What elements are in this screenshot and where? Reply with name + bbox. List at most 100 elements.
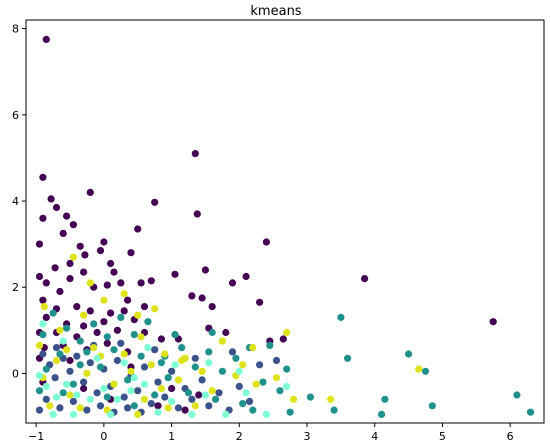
scatter-point bbox=[59, 389, 67, 397]
scatter-point bbox=[42, 313, 50, 321]
scatter-point bbox=[83, 348, 91, 356]
scatter-point bbox=[239, 361, 247, 369]
scatter-point bbox=[90, 344, 98, 352]
scatter-point bbox=[110, 268, 118, 276]
scatter-point bbox=[144, 344, 152, 352]
scatter-point bbox=[124, 404, 132, 412]
scatter-point bbox=[283, 365, 291, 373]
scatter-point bbox=[191, 363, 199, 371]
scatter-point bbox=[113, 356, 121, 365]
y-tick-label: 4 bbox=[12, 195, 19, 208]
scatter-point bbox=[198, 294, 206, 302]
scatter-point bbox=[377, 410, 386, 418]
scatter-point bbox=[415, 365, 423, 373]
scatter-point bbox=[188, 292, 196, 300]
scatter-point bbox=[306, 393, 314, 401]
scatter-point bbox=[168, 367, 176, 375]
scatter-point bbox=[421, 367, 430, 375]
scatter-point bbox=[208, 303, 216, 311]
scatter-point bbox=[147, 400, 155, 408]
scatter-point bbox=[110, 380, 118, 388]
scatter-point bbox=[51, 264, 59, 272]
scatter-point bbox=[113, 326, 121, 334]
scatter-point bbox=[86, 359, 94, 367]
scatter-point bbox=[81, 251, 89, 259]
scatter-point bbox=[35, 387, 44, 395]
scatter-point bbox=[191, 402, 199, 410]
scatter-point bbox=[59, 229, 67, 237]
scatter-point bbox=[80, 322, 88, 330]
scatter-point bbox=[49, 410, 57, 418]
scatter-point bbox=[103, 393, 111, 401]
scatter-point bbox=[47, 195, 55, 203]
scatter-point bbox=[191, 354, 199, 362]
scatter-point bbox=[154, 402, 162, 410]
scatter-point bbox=[168, 397, 176, 405]
scatter-point bbox=[266, 341, 274, 349]
scatter-point bbox=[198, 367, 206, 375]
x-tick-label: 5 bbox=[439, 430, 446, 443]
scatter-point bbox=[42, 279, 50, 287]
scatter-point bbox=[222, 410, 230, 418]
chart-title: kmeans bbox=[250, 4, 301, 19]
scatter-point bbox=[188, 395, 196, 403]
scatter-point bbox=[96, 247, 105, 255]
scatter-point bbox=[327, 395, 335, 403]
x-tick-label: 2 bbox=[236, 430, 243, 443]
scatter-point bbox=[127, 387, 135, 395]
scatter-point bbox=[39, 296, 47, 304]
scatter-point bbox=[140, 380, 149, 388]
y-tick-label: 8 bbox=[12, 23, 19, 36]
scatter-point bbox=[56, 287, 64, 296]
scatter-point bbox=[56, 326, 64, 334]
scatter-point bbox=[337, 313, 345, 321]
scatter-point bbox=[69, 397, 77, 405]
scatter-point bbox=[289, 395, 298, 403]
x-tick-label: 3 bbox=[304, 430, 311, 443]
scatter-point bbox=[147, 361, 155, 369]
scatter-point bbox=[35, 240, 44, 248]
scatter-point bbox=[178, 344, 186, 352]
scatter-point bbox=[93, 354, 101, 362]
scatter-point bbox=[157, 359, 165, 367]
scatter-point bbox=[208, 328, 216, 337]
scatter-point bbox=[63, 346, 71, 354]
scatter-point bbox=[134, 387, 142, 395]
scatter-point bbox=[171, 331, 179, 339]
scatter-point bbox=[195, 391, 203, 399]
scatter-point bbox=[66, 259, 74, 268]
scatter-point bbox=[232, 354, 240, 362]
scatter-point bbox=[66, 367, 74, 375]
scatter-point bbox=[154, 408, 162, 416]
scatter-point bbox=[279, 335, 287, 343]
scatter-point bbox=[73, 352, 81, 360]
scatter-point bbox=[127, 367, 135, 375]
scatter-point bbox=[76, 242, 84, 250]
scatter-point bbox=[215, 389, 223, 397]
scatter-point bbox=[83, 406, 91, 414]
scatter-point bbox=[42, 365, 50, 373]
scatter-point bbox=[76, 404, 84, 412]
scatter-point bbox=[110, 346, 118, 354]
scatter-point bbox=[52, 203, 61, 212]
scatter-point bbox=[127, 249, 135, 257]
scatter-point bbox=[96, 363, 105, 371]
scatter-point bbox=[51, 374, 59, 382]
scatter-point bbox=[171, 270, 179, 278]
scatter-point bbox=[154, 378, 162, 386]
scatter-point bbox=[242, 389, 250, 397]
scatter-point bbox=[134, 311, 142, 319]
scatter-point bbox=[218, 337, 226, 345]
scatter-point bbox=[90, 320, 98, 328]
scatter-point bbox=[66, 356, 74, 365]
scatter-point bbox=[286, 408, 294, 416]
scatter-point bbox=[39, 214, 47, 222]
scatter-point bbox=[256, 298, 264, 306]
scatter-point bbox=[361, 275, 369, 283]
scatter-point bbox=[137, 279, 145, 287]
scatter-point bbox=[262, 238, 270, 246]
scatter-point bbox=[93, 389, 101, 397]
y-axis: 0 2 4 6 8 bbox=[12, 23, 26, 380]
